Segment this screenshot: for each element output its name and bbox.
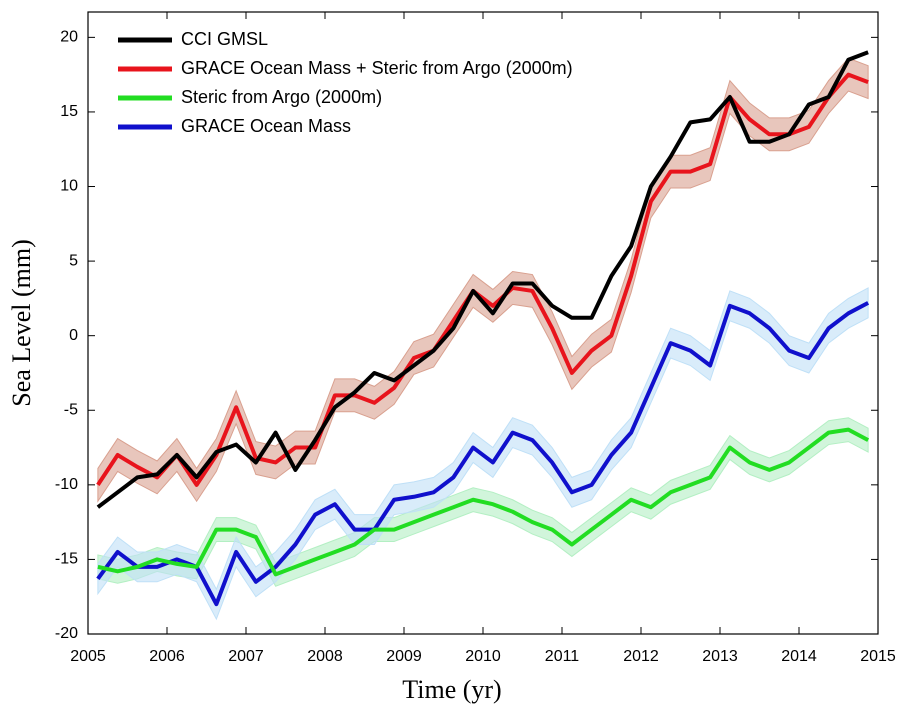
y-tick-label: 15 [60,103,78,120]
y-tick-label: -10 [55,476,78,493]
legend-label: CCI GMSL [181,29,268,49]
legend-label: Steric from Argo (2000m) [181,87,382,107]
y-tick-label: 5 [69,252,78,269]
x-tick-label: 2005 [70,648,106,665]
error-band [97,57,869,503]
x-tick-label: 2011 [545,648,580,665]
y-tick-label: 20 [60,29,78,46]
y-tick-label: -15 [55,551,78,568]
y-tick-label: 10 [60,178,78,195]
y-tick-label: -5 [64,401,78,418]
y-axis-title: Sea Level (mm) [7,239,36,407]
x-tick-label: 2010 [465,648,501,665]
x-tick-label: 2007 [228,648,264,665]
series-line [96,72,869,487]
legend-label: GRACE Ocean Mass + Steric from Argo (200… [181,58,573,78]
y-tick-label: 0 [69,327,78,344]
x-axis-title: Time (yr) [402,675,501,704]
plot-frame [87,11,879,635]
x-tick-label: 2012 [623,648,659,665]
x-tick-label: 2008 [307,648,343,665]
x-tick-label: 2014 [781,648,817,665]
series-line [96,50,869,509]
x-tick-label: 2009 [386,648,422,665]
legend-label: GRACE Ocean Mass [181,116,351,136]
x-tick-label: 2006 [149,648,185,665]
series-line [96,301,870,607]
y-tick-label: -20 [55,625,78,642]
series-line [97,427,870,577]
x-tick-label: 2013 [702,648,738,665]
x-tick-label: 2015 [860,648,896,665]
